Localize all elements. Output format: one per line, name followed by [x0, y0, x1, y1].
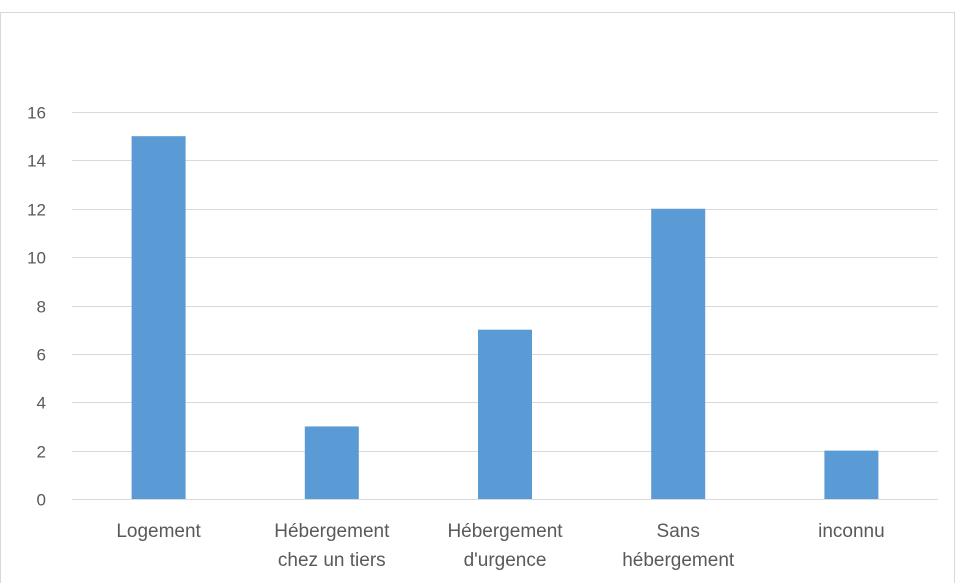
- x-tick-label-line: Sans: [657, 521, 700, 542]
- y-tick-label: 0: [37, 491, 46, 510]
- x-tick-label-line: chez un tiers: [278, 550, 386, 571]
- y-tick-label: 8: [37, 298, 46, 317]
- bars: [131, 136, 879, 499]
- x-tick-label-line: inconnu: [818, 521, 885, 542]
- x-tick-label-line: Hébergement: [274, 521, 390, 542]
- bar-1: [304, 426, 359, 499]
- bar-3: [651, 208, 706, 499]
- bar-4: [824, 450, 879, 499]
- chart-border: [0, 12, 955, 588]
- x-tick-label-line: hébergement: [622, 550, 735, 571]
- x-tick-label-line: Hébergement: [447, 521, 563, 542]
- y-tick-label: 14: [27, 152, 46, 171]
- bar-2: [478, 329, 532, 499]
- y-axis-tick-labels: 0 2 4 6 8 10 12 14 16: [27, 104, 46, 510]
- x-tick-label: Logement: [116, 521, 201, 542]
- x-axis-category-labels: Logement Hébergement chez un tiersHébergem…: [116, 521, 884, 571]
- x-tick-label: Sans hébergement: [622, 521, 735, 571]
- y-tick-label: 12: [27, 201, 46, 220]
- bar-0: [131, 136, 186, 499]
- y-tick-label: 2: [37, 443, 46, 462]
- y-tick-label: 4: [37, 394, 46, 413]
- x-tick-label: inconnu: [818, 521, 885, 542]
- y-tick-label: 10: [27, 249, 46, 268]
- y-tick-label: 16: [27, 104, 46, 123]
- x-tick-label: Hébergement chez un tiers: [274, 521, 390, 571]
- y-tick-label: 6: [37, 346, 46, 365]
- x-tick-label: Hébergement d'urgence: [447, 521, 563, 571]
- x-tick-label-line: d'urgence: [464, 550, 547, 571]
- x-tick-label-line: Logement: [116, 521, 201, 542]
